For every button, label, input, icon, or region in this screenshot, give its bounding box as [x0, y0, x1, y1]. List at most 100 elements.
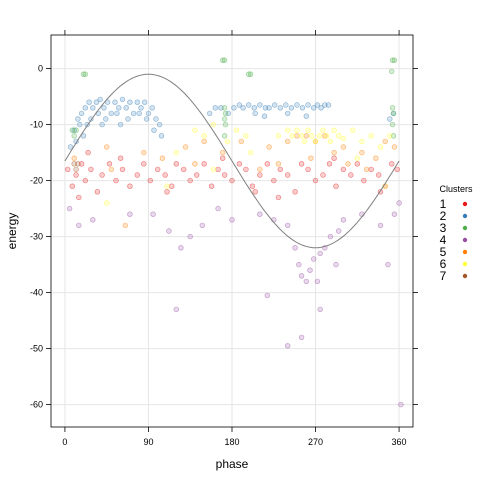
- point-cluster-6: [350, 127, 356, 133]
- data-points: [64, 57, 404, 408]
- point-cluster-1: [187, 177, 193, 184]
- point-cluster-6: [285, 127, 291, 133]
- point-cluster-1: [220, 155, 226, 161]
- point-cluster-4: [187, 233, 193, 240]
- point-cluster-5: [340, 144, 347, 150]
- point-cluster-1: [320, 172, 326, 178]
- point-cluster-4: [127, 211, 133, 217]
- point-cluster-1: [141, 161, 147, 167]
- point-cluster-1: [236, 161, 243, 167]
- point-cluster-4: [199, 222, 206, 229]
- point-cluster-4: [166, 228, 172, 234]
- point-cluster-1: [76, 194, 82, 201]
- point-cluster-5: [122, 222, 129, 229]
- point-cluster-2: [305, 102, 311, 108]
- point-cluster-2: [143, 116, 150, 122]
- point-cluster-2: [288, 105, 295, 111]
- point-cluster-5: [182, 144, 189, 150]
- point-cluster-6: [289, 133, 295, 139]
- point-cluster-4: [317, 306, 323, 313]
- point-cluster-5: [359, 149, 365, 156]
- point-cluster-6: [359, 138, 365, 145]
- point-cluster-6: [243, 133, 249, 139]
- point-cluster-2: [86, 99, 92, 105]
- point-cluster-1: [82, 177, 89, 184]
- point-cluster-5: [159, 155, 166, 161]
- point-cluster-3: [389, 68, 395, 75]
- point-cluster-1: [127, 183, 133, 189]
- point-cluster-6: [247, 149, 254, 156]
- legend-swatch-2: [462, 213, 468, 219]
- point-cluster-1: [285, 172, 291, 178]
- point-cluster-2: [151, 127, 157, 133]
- point-cluster-6: [368, 133, 374, 139]
- legend-title: Clusters: [439, 184, 473, 194]
- point-cluster-3: [80, 71, 87, 77]
- point-cluster-2: [125, 116, 131, 122]
- point-cluster-1: [155, 166, 161, 173]
- point-cluster-1: [162, 172, 168, 178]
- point-cluster-1: [194, 172, 200, 178]
- point-cluster-1: [73, 172, 79, 178]
- point-cluster-2: [134, 99, 141, 105]
- y-tick-label: -50: [30, 344, 43, 354]
- y-axis-label: energy: [5, 213, 19, 250]
- point-cluster-1: [277, 166, 283, 173]
- point-cluster-2: [322, 102, 328, 108]
- point-cluster-5: [382, 138, 388, 145]
- point-cluster-5: [308, 155, 314, 161]
- point-cluster-2: [246, 102, 252, 108]
- legend-swatch-7: [462, 273, 468, 279]
- point-cluster-2: [303, 113, 309, 119]
- point-cluster-2: [225, 110, 232, 117]
- point-cluster-2: [119, 96, 126, 103]
- point-cluster-2: [71, 127, 77, 133]
- point-cluster-5: [71, 155, 77, 161]
- point-cluster-4: [340, 217, 347, 223]
- point-cluster-4: [311, 256, 317, 262]
- legend-swatch-3: [462, 225, 468, 231]
- point-cluster-1: [64, 166, 71, 173]
- point-cluster-6: [210, 121, 217, 128]
- point-cluster-2: [252, 110, 258, 117]
- point-cluster-1: [221, 172, 228, 178]
- point-cluster-5: [322, 133, 328, 139]
- point-cluster-1: [181, 166, 187, 173]
- grid-lines: [51, 35, 413, 427]
- point-cluster-5: [266, 144, 272, 150]
- legend-label-1: 1: [440, 197, 447, 211]
- x-tick-label: 180: [224, 437, 239, 447]
- point-cluster-2: [103, 116, 109, 122]
- point-cluster-2: [236, 102, 243, 108]
- point-cluster-6: [312, 138, 319, 145]
- point-cluster-4: [257, 211, 263, 217]
- point-cluster-1: [134, 172, 141, 178]
- point-cluster-3: [390, 110, 397, 117]
- point-cluster-3: [221, 105, 228, 111]
- point-cluster-5: [141, 149, 147, 156]
- point-cluster-2: [101, 105, 107, 111]
- point-cluster-4: [173, 306, 180, 313]
- y-tick-label: 0: [38, 64, 43, 74]
- point-cluster-5: [108, 166, 115, 173]
- point-cluster-1: [376, 172, 382, 178]
- point-cluster-6: [377, 144, 384, 150]
- point-cluster-3: [220, 57, 226, 63]
- point-cluster-2: [283, 102, 289, 108]
- point-cluster-2: [262, 105, 269, 111]
- point-cluster-6: [103, 200, 110, 206]
- point-cluster-2: [285, 110, 291, 117]
- point-cluster-1: [292, 189, 298, 195]
- point-cluster-6: [173, 149, 180, 156]
- point-cluster-6: [275, 133, 282, 139]
- y-tick-label: -60: [30, 400, 43, 410]
- point-cluster-2: [77, 121, 83, 128]
- point-cluster-1: [215, 166, 221, 173]
- point-cluster-1: [368, 166, 374, 173]
- point-cluster-4: [327, 233, 334, 240]
- point-cluster-4: [229, 217, 235, 223]
- point-cluster-3: [389, 57, 396, 63]
- point-cluster-2: [108, 110, 115, 117]
- point-cluster-2: [212, 105, 219, 111]
- point-cluster-5: [391, 144, 398, 150]
